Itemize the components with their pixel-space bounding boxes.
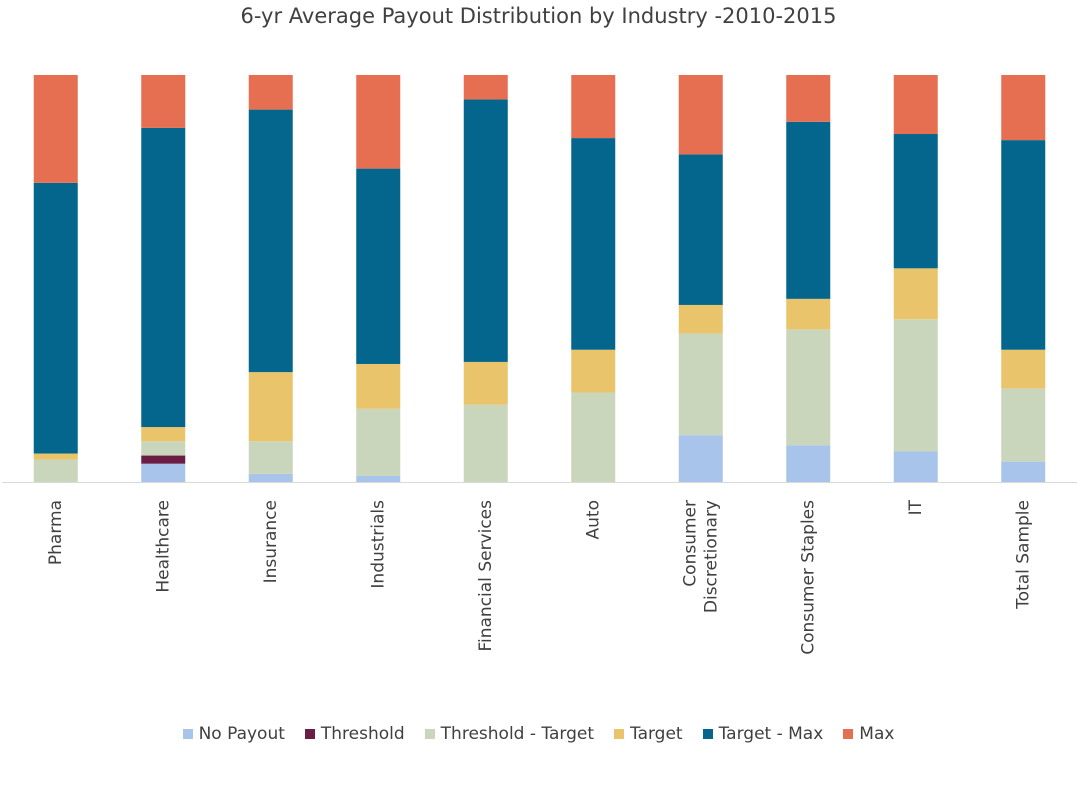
bar-consumer-staples-max [786,75,831,122]
bar-financial-services-threshold-target [463,404,508,482]
bar-consumer-staples-target-max [786,121,831,299]
bar-pharma-target [33,453,78,460]
legend-item-max: Max [843,724,894,744]
bar-total-sample-max [1001,75,1046,141]
bar-total-sample-target [1001,349,1046,389]
bar-industrials-target [356,363,401,409]
bar-it-target [893,268,938,320]
legend-swatch [843,729,854,739]
bar-insurance-threshold-target [248,441,293,474]
bar-consumer-discretionary-target [678,304,723,334]
bar-industrials-threshold-target [356,408,401,476]
legend-swatch [304,729,315,739]
bar-pharma-target-max [33,182,78,454]
x-tick-label-text: Industrials [368,500,388,589]
bar-healthcare-threshold-target [141,441,186,456]
bar-it-max [893,75,938,135]
x-tick-label-auto: Auto [583,500,603,539]
bar-insurance-max [248,75,293,110]
bar-it-target-max [893,134,938,269]
legend-swatch [614,729,624,739]
legend-item-no-payout: No Payout [182,724,285,744]
legend-swatch [702,729,713,739]
bar-financial-services-target-max [463,99,508,362]
bar-financial-services-max [463,75,508,100]
x-tick-label-text: Consumer Staples [798,500,818,655]
bar-consumer-discretionary-max [678,75,723,155]
x-tick-label-text: Auto [583,500,603,539]
x-tick-label-industrials: Industrials [368,500,388,589]
legend-label: Threshold [320,724,405,744]
bar-consumer-discretionary-no-payout [678,435,723,482]
bar-auto-target-max [571,138,616,350]
x-tick-label-text: Consumer [680,500,700,587]
bar-healthcare-target-max [141,127,186,428]
x-tick-label-insurance: Insurance [261,500,281,583]
bar-consumer-staples-threshold-target [786,329,831,446]
bar-healthcare-threshold [141,455,186,464]
bar-auto-max [571,75,616,139]
chart-legend: No Payout Threshold Threshold - Target Targ… [0,724,1077,744]
legend-item-target: Target [614,724,683,744]
bar-healthcare-no-payout [141,463,186,482]
x-tick-label-consumer-staples: Consumer Staples [798,500,818,655]
bar-industrials-max [356,75,401,169]
x-tick-label-healthcare: Healthcare [153,500,173,593]
x-tick-label-text: Healthcare [153,500,173,593]
x-tick-label-pharma: Pharma [46,500,66,565]
legend-label: Target [630,724,683,744]
bar-total-sample-threshold-target [1001,388,1046,462]
x-tick-label-text: IT [906,499,926,515]
bar-financial-services-target [463,361,508,405]
bar-it-no-payout [893,451,938,482]
bar-consumer-staples-target [786,298,831,330]
bar-consumer-staples-no-payout [786,445,831,482]
x-tick-label-text: Financial Services [476,500,496,652]
bar-healthcare-max [141,75,186,128]
bar-consumer-discretionary-threshold-target [678,333,723,436]
bar-industrials-no-payout [356,475,401,482]
bar-pharma-max [33,75,78,183]
bar-pharma-threshold-target [33,459,78,482]
chart-plot: Pharma Healthcare Insurance Industrials Fina… [2,75,1077,655]
legend-item-threshold-target: Threshold - Target [424,724,594,744]
bar-auto-target [571,349,616,393]
bar-insurance-target-max [248,109,293,373]
bar-insurance-target [248,372,293,442]
x-tick-label-total-sample: Total Sample [1013,500,1033,610]
bar-it-threshold-target [893,319,938,452]
legend-swatch [424,729,435,739]
x-tick-label-text: Pharma [46,500,66,565]
bar-auto-threshold-target [571,392,616,482]
x-tick-label-text: Total Sample [1013,500,1033,610]
x-tick-label-text: Insurance [261,500,281,583]
chart-title: 6-yr Average Payout Distribution by Indu… [240,4,837,28]
bar-consumer-discretionary-target-max [678,154,723,305]
legend-label: No Payout [198,724,285,744]
bar-total-sample-no-payout [1001,461,1046,482]
legend-item-target-max: Target - Max [702,724,824,744]
bar-total-sample-target-max [1001,140,1046,350]
x-tick-label-text: Discretionary [701,500,721,613]
legend-label: Target - Max [718,724,824,744]
x-tick-label-financial-services: Financial Services [476,500,496,652]
bar-industrials-target-max [356,168,401,364]
legend-label: Max [859,724,895,744]
x-tick-label-it: IT [906,499,926,515]
legend-item-threshold: Threshold [304,724,405,744]
bar-healthcare-target [141,427,186,442]
legend-label: Threshold - Target [440,724,594,744]
bar-insurance-no-payout [248,473,293,482]
x-tick-label-consumer-discretionary: Consumer Discretionary [680,500,721,613]
legend-swatch [182,729,193,739]
